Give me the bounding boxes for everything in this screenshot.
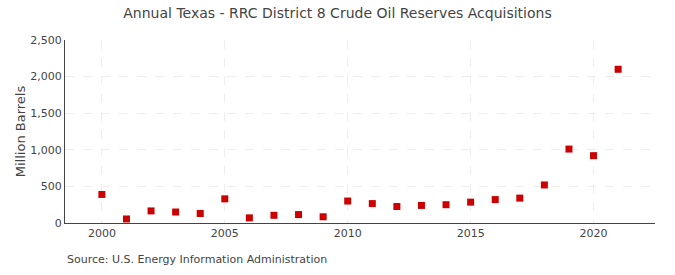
- svg-text:1,500: 1,500: [30, 107, 62, 120]
- svg-text:Source: U.S. Energy Informatio: Source: U.S. Energy Information Administ…: [67, 253, 327, 266]
- svg-text:2010: 2010: [334, 227, 362, 240]
- svg-text:2005: 2005: [211, 227, 239, 240]
- svg-text:Million Barrels: Million Barrels: [13, 86, 28, 178]
- svg-text:2,000: 2,000: [30, 70, 62, 83]
- svg-text:2000: 2000: [88, 227, 116, 240]
- svg-text:2015: 2015: [457, 227, 485, 240]
- svg-text:0: 0: [55, 217, 62, 230]
- svg-text:500: 500: [41, 180, 62, 193]
- svg-text:2020: 2020: [580, 227, 608, 240]
- svg-text:1,000: 1,000: [30, 144, 62, 157]
- svg-text:2,500: 2,500: [30, 34, 62, 47]
- svg-text:Annual Texas - RRC District 8: Annual Texas - RRC District 8 Crude Oil …: [123, 5, 551, 21]
